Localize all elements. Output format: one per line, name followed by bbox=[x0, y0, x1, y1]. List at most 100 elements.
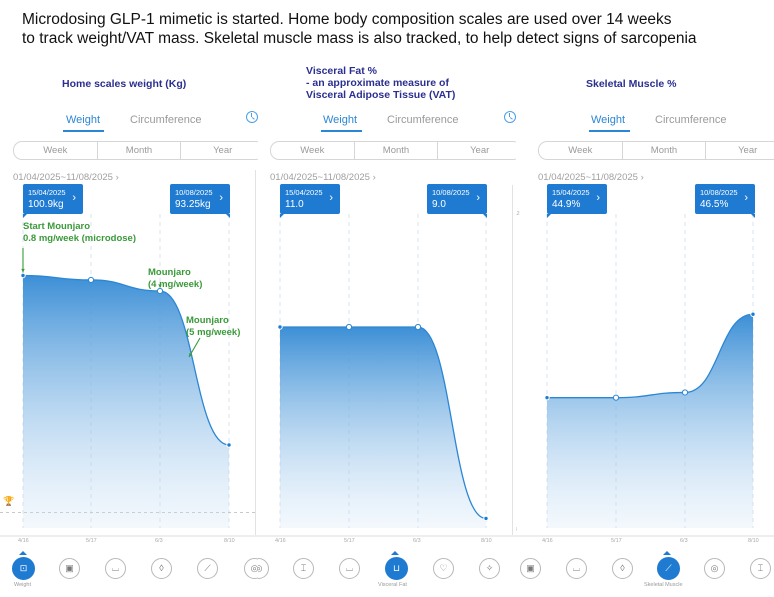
x-tick-label: 6/3 bbox=[413, 538, 421, 544]
x-tick-label: 6/3 bbox=[155, 538, 163, 544]
callout-date: 15/04/2025 bbox=[28, 188, 66, 197]
period-month[interactable]: Month bbox=[621, 142, 706, 159]
nav-protein-icon[interactable]: ⌶ bbox=[293, 558, 314, 579]
data-point[interactable] bbox=[277, 324, 283, 330]
nav-torso-icon[interactable]: ⌴ bbox=[566, 558, 587, 579]
nav-body-scale-icon[interactable]: ▣ bbox=[520, 558, 541, 579]
period-year[interactable]: Year bbox=[180, 142, 258, 159]
callout-value: 11.0 bbox=[285, 199, 304, 210]
end-value-callout[interactable]: 10/08/2025 93.25kg › bbox=[170, 184, 230, 218]
annotation-5mg: Mounjaro (5 mg/week) bbox=[186, 315, 240, 338]
nav-bone-icon[interactable]: ✧ bbox=[479, 558, 500, 579]
data-point[interactable] bbox=[20, 272, 26, 279]
data-point[interactable] bbox=[750, 311, 756, 317]
period-year[interactable]: Year bbox=[705, 142, 774, 159]
period-week[interactable]: Week bbox=[300, 145, 325, 156]
tab-underline bbox=[589, 130, 630, 132]
date-range[interactable]: 01/04/2025~11/08/2025 › bbox=[538, 172, 644, 183]
series-line bbox=[547, 313, 754, 399]
x-tick-label: 8/10 bbox=[224, 538, 235, 544]
tab-circumference[interactable]: Circumference bbox=[130, 114, 202, 126]
nav-water-drop-icon[interactable]: ◊ bbox=[612, 558, 633, 579]
series-line bbox=[22, 274, 230, 446]
headline-line-1: Microdosing GLP-1 mimetic is started. Ho… bbox=[22, 11, 672, 28]
history-clock-icon[interactable] bbox=[246, 111, 258, 123]
tab-weight[interactable]: Weight bbox=[323, 114, 358, 126]
tab-weight[interactable]: Weight bbox=[591, 114, 626, 126]
nav-metabolism-icon[interactable]: ◎ bbox=[244, 558, 258, 579]
nav-heart-rate-icon[interactable]: ♡ bbox=[433, 558, 454, 579]
period-month[interactable]: Month bbox=[96, 142, 181, 159]
x-tick-label: 8/10 bbox=[481, 538, 492, 544]
history-clock-icon[interactable] bbox=[504, 111, 516, 123]
data-point[interactable] bbox=[612, 394, 620, 401]
date-range[interactable]: 01/04/2025~11/08/2025 › bbox=[270, 172, 376, 183]
period-month[interactable]: Month bbox=[353, 142, 438, 159]
nav-water-drop-icon[interactable]: ◊ bbox=[151, 558, 172, 579]
annotation-4mg: Mounjaro (4 mg/week) bbox=[148, 267, 202, 290]
visceral-fat-chart bbox=[258, 214, 516, 537]
panel-title-line: - an approximate measure of bbox=[306, 77, 449, 89]
tab-circumference[interactable]: Circumference bbox=[387, 114, 459, 126]
nav-weight-scale-icon[interactable]: ⊡ bbox=[12, 557, 35, 580]
data-point[interactable] bbox=[226, 442, 232, 448]
nav-muscle-icon[interactable]: ⟋ bbox=[197, 558, 218, 579]
panel-title-line: Visceral Adipose Tissue (VAT) bbox=[306, 89, 456, 101]
data-point[interactable] bbox=[544, 394, 550, 401]
start-value-callout[interactable]: 15/04/2025 11.0 › bbox=[280, 184, 340, 218]
y-tick-label: 12 bbox=[516, 211, 520, 217]
x-tick-label: 5/17 bbox=[86, 538, 97, 544]
data-point[interactable] bbox=[681, 389, 689, 396]
callout-value: 44.9% bbox=[552, 199, 581, 210]
x-tick-label: 4/16 bbox=[542, 538, 553, 544]
series-line bbox=[279, 326, 487, 520]
skeletal-muscle-panel: Skeletal Muscle % Weight Circumference W… bbox=[516, 60, 774, 597]
annotation-line: Mounjaro bbox=[148, 267, 191, 278]
tab-weight[interactable]: Weight bbox=[66, 114, 101, 126]
callout-date: 10/08/2025 bbox=[432, 188, 470, 197]
x-tick-label: 4/16 bbox=[18, 538, 29, 544]
period-year[interactable]: Year bbox=[437, 142, 516, 159]
headline: Microdosing GLP-1 mimetic is started. Ho… bbox=[22, 10, 772, 48]
chevron-right-icon: › bbox=[596, 192, 600, 204]
tab-circumference[interactable]: Circumference bbox=[655, 114, 727, 126]
end-value-callout[interactable]: 10/08/2025 46.5% › bbox=[695, 184, 755, 218]
nav-label: Weight bbox=[14, 582, 32, 588]
headline-line-2: to track weight/VAT mass. Skeletal muscl… bbox=[22, 30, 697, 47]
end-value-callout[interactable]: 10/08/2025 9.0 › bbox=[427, 184, 487, 218]
annotation-line: (5 mg/week) bbox=[186, 326, 241, 338]
nav-torso-icon[interactable]: ⌴ bbox=[105, 558, 126, 579]
panel-title-line: Visceral Fat % bbox=[306, 65, 378, 77]
nav-metabolism-icon[interactable]: ◎ bbox=[704, 558, 725, 579]
chevron-right-icon: › bbox=[476, 192, 480, 204]
nav-torso-icon[interactable]: ⌴ bbox=[339, 558, 360, 579]
data-point[interactable] bbox=[87, 276, 95, 284]
data-point[interactable] bbox=[156, 287, 164, 295]
callout-date: 10/08/2025 bbox=[700, 188, 738, 197]
panel-divider bbox=[255, 170, 256, 535]
data-point[interactable] bbox=[414, 323, 422, 331]
data-point[interactable] bbox=[345, 323, 353, 331]
nav-visceral-fat-icon[interactable]: ⊔ bbox=[385, 557, 408, 580]
start-value-callout[interactable]: 15/04/2025 44.9% › bbox=[547, 184, 607, 218]
tab-underline bbox=[63, 130, 104, 132]
period-week[interactable]: Week bbox=[568, 145, 593, 156]
selected-indicator bbox=[19, 551, 27, 555]
annotation-arrow bbox=[188, 337, 201, 358]
callout-value: 9.0 bbox=[432, 199, 446, 210]
selected-indicator bbox=[663, 551, 671, 555]
nav-skeletal-muscle-icon[interactable]: ⟋ bbox=[657, 557, 680, 580]
data-point[interactable] bbox=[483, 515, 489, 522]
callout-date: 10/08/2025 bbox=[175, 188, 213, 197]
start-value-callout[interactable]: 15/04/2025 100.9kg › bbox=[23, 184, 83, 218]
annotation-line: Start Mounjaro bbox=[23, 221, 91, 232]
nav-protein-icon[interactable]: ⌶ bbox=[750, 558, 771, 579]
panel-divider bbox=[512, 185, 513, 535]
nav-body-scale-icon[interactable]: ▣ bbox=[59, 558, 80, 579]
chevron-right-icon: › bbox=[219, 192, 223, 204]
date-range[interactable]: 01/04/2025~11/08/2025 › bbox=[13, 172, 119, 183]
period-week[interactable]: Week bbox=[43, 145, 68, 156]
nav-label: Skeletal Muscle bbox=[644, 582, 683, 588]
arrow-head-icon bbox=[189, 353, 193, 357]
callout-date: 15/04/2025 bbox=[552, 188, 590, 197]
